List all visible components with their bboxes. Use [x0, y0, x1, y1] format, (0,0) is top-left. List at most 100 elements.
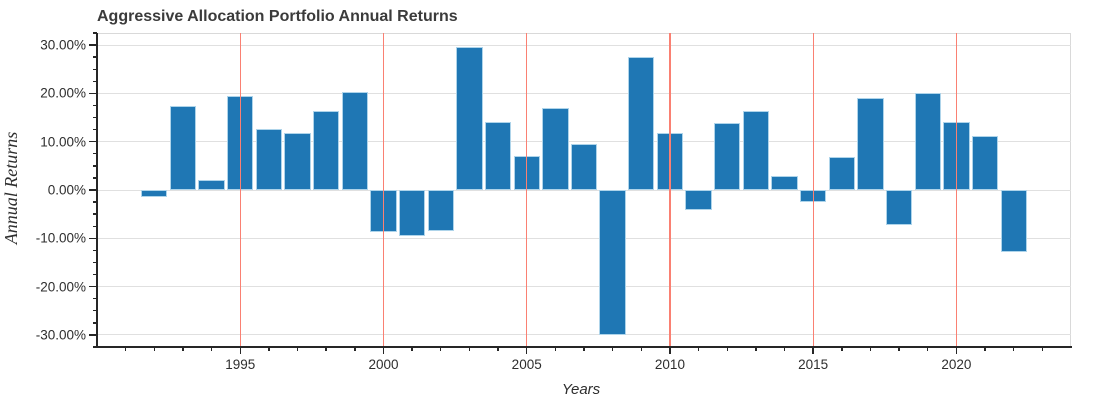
- x-minor-tick: [984, 347, 986, 351]
- y-minor-tick: [93, 322, 97, 324]
- x-major-tick: [669, 347, 671, 354]
- bar-2011: [685, 190, 712, 210]
- y-major-tick: [89, 92, 97, 95]
- y-major-tick: [89, 334, 97, 336]
- bar-2001: [398, 190, 426, 236]
- y-minor-tick: [93, 128, 97, 131]
- x-minor-tick: [841, 347, 843, 351]
- x-major-tick: [955, 347, 958, 354]
- y-tick-label: 20.00%: [40, 85, 86, 101]
- bar-2017: [857, 98, 884, 190]
- v-gridline: [239, 33, 241, 347]
- v-gridline: [669, 33, 671, 347]
- x-tick-label: 2005: [511, 357, 542, 372]
- x-tick-label: 2020: [941, 357, 972, 372]
- x-minor-tick: [468, 347, 471, 351]
- x-minor-tick: [210, 347, 213, 351]
- bar-2004: [484, 122, 512, 190]
- x-minor-tick: [640, 347, 642, 351]
- bar-2019: [914, 93, 941, 190]
- plot-top-border: [97, 33, 1071, 34]
- x-tick-label: 2015: [798, 357, 829, 372]
- v-gridline: [812, 33, 814, 347]
- y-major-tick: [89, 44, 97, 46]
- y-minor-tick: [93, 116, 97, 119]
- bar-2007: [570, 143, 598, 190]
- x-minor-tick: [583, 347, 585, 351]
- y-minor-tick: [93, 213, 97, 215]
- y-major-tick: [89, 285, 97, 288]
- x-major-tick: [812, 347, 814, 354]
- y-minor-tick: [93, 153, 97, 155]
- y-major-tick: [89, 237, 97, 239]
- x-minor-tick: [869, 347, 872, 351]
- bar-2003: [456, 47, 483, 190]
- y-minor-tick: [93, 249, 97, 252]
- y-minor-tick: [93, 68, 97, 70]
- x-axis-label: Years: [561, 381, 601, 398]
- h-gridline: [97, 189, 1071, 191]
- bar-1994: [198, 179, 225, 190]
- bar-2021: [971, 135, 999, 190]
- y-minor-tick: [93, 104, 97, 107]
- bar-2022: [1000, 190, 1027, 252]
- y-minor-tick: [93, 297, 97, 300]
- x-minor-tick: [296, 347, 299, 351]
- x-minor-tick: [611, 347, 614, 351]
- bar-2013: [742, 110, 770, 190]
- x-tick-label: 1995: [225, 357, 256, 372]
- bar-1996: [255, 129, 283, 190]
- bar-2002: [427, 190, 454, 232]
- y-minor-tick: [93, 32, 97, 34]
- x-minor-tick: [697, 347, 700, 351]
- x-minor-tick: [898, 347, 900, 351]
- x-minor-tick: [325, 347, 327, 351]
- y-minor-tick: [93, 177, 97, 179]
- plot-area: Years Annual Returns 30.00% 20.00% 10.00% 0…: [1, 32, 1072, 397]
- x-minor-tick: [182, 347, 184, 351]
- x-minor-tick: [783, 347, 786, 351]
- x-minor-tick: [411, 347, 413, 351]
- y-axis-spine: [96, 33, 98, 347]
- x-minor-tick: [726, 347, 728, 351]
- bar-2012: [714, 123, 741, 190]
- h-gridline: [97, 44, 1071, 46]
- y-tick-label: -10.00%: [35, 230, 86, 246]
- v-gridline: [955, 33, 958, 347]
- y-minor-tick: [93, 201, 97, 203]
- h-gridline: [97, 334, 1071, 336]
- x-minor-tick: [755, 347, 757, 351]
- bar-1999: [341, 92, 368, 190]
- y-tick-label: 0.00%: [47, 182, 86, 198]
- y-major-tick: [89, 140, 97, 143]
- x-tick-label: 2000: [368, 357, 399, 372]
- x-major-tick: [526, 347, 528, 354]
- h-gridline: [97, 92, 1071, 94]
- bar-1997: [284, 133, 311, 190]
- x-minor-tick: [927, 347, 929, 351]
- y-axis-label: Annual Returns: [1, 131, 21, 245]
- y-tick-label: 30.00%: [40, 37, 86, 53]
- h-gridline: [97, 141, 1071, 143]
- x-minor-tick: [153, 347, 155, 351]
- bar-2016: [828, 157, 855, 190]
- bar-2014: [771, 175, 798, 190]
- h-gridline: [97, 286, 1071, 288]
- y-minor-tick: [93, 80, 97, 82]
- h-gridline: [97, 237, 1071, 239]
- bar-1993: [169, 105, 197, 190]
- x-minor-tick: [440, 347, 442, 351]
- y-tick-label: -20.00%: [35, 278, 86, 294]
- y-major-tick: [89, 189, 97, 191]
- bar-2018: [885, 190, 913, 225]
- x-tick-label: 2010: [654, 357, 685, 372]
- bar-2009: [628, 57, 655, 190]
- y-minor-tick: [93, 346, 97, 348]
- x-minor-tick: [554, 347, 557, 351]
- y-minor-tick: [93, 225, 97, 227]
- y-minor-tick: [93, 56, 97, 58]
- x-minor-tick: [1013, 347, 1015, 351]
- bar-2008: [599, 190, 626, 335]
- y-minor-tick: [93, 261, 97, 264]
